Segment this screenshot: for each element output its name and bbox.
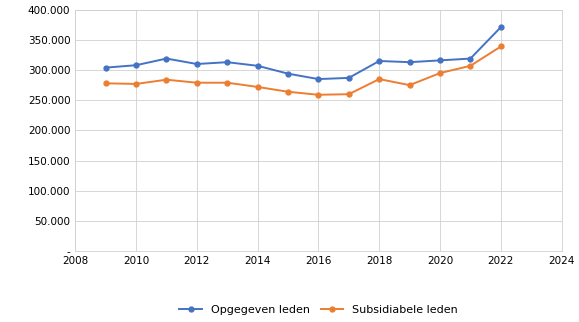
Subsidiabele leden xyxy=(284,90,291,94)
Subsidiabele leden xyxy=(467,64,474,68)
Opgegeven leden xyxy=(345,76,352,80)
Subsidiabele leden xyxy=(406,83,413,87)
Line: Subsidiabele leden: Subsidiabele leden xyxy=(103,44,503,97)
Opgegeven leden xyxy=(376,59,383,63)
Subsidiabele leden xyxy=(254,85,261,89)
Opgegeven leden xyxy=(133,63,140,67)
Subsidiabele leden xyxy=(133,82,140,86)
Opgegeven leden xyxy=(467,57,474,61)
Subsidiabele leden xyxy=(102,81,109,85)
Subsidiabele leden xyxy=(345,92,352,96)
Legend: Opgegeven leden, Subsidiabele leden: Opgegeven leden, Subsidiabele leden xyxy=(175,300,462,319)
Opgegeven leden xyxy=(497,25,504,29)
Subsidiabele leden xyxy=(376,77,383,81)
Opgegeven leden xyxy=(437,59,444,62)
Subsidiabele leden xyxy=(223,81,230,85)
Subsidiabele leden xyxy=(193,81,200,85)
Opgegeven leden xyxy=(223,60,230,64)
Opgegeven leden xyxy=(254,64,261,68)
Opgegeven leden xyxy=(163,57,170,61)
Subsidiabele leden xyxy=(315,93,322,97)
Subsidiabele leden xyxy=(163,78,170,82)
Subsidiabele leden xyxy=(497,44,504,48)
Opgegeven leden xyxy=(315,77,322,81)
Subsidiabele leden xyxy=(437,71,444,75)
Opgegeven leden xyxy=(102,66,109,70)
Opgegeven leden xyxy=(193,62,200,66)
Opgegeven leden xyxy=(284,72,291,76)
Line: Opgegeven leden: Opgegeven leden xyxy=(103,25,503,81)
Opgegeven leden xyxy=(406,60,413,64)
